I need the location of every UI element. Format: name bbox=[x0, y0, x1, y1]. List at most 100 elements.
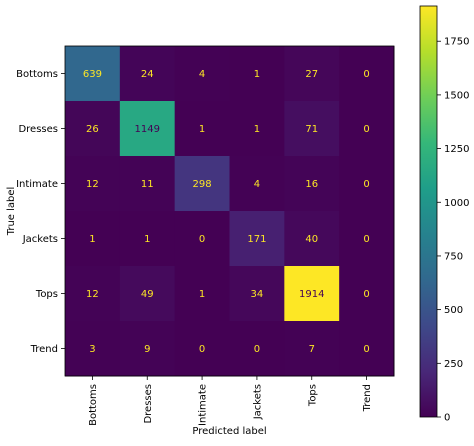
cell-value-label: 7 bbox=[309, 344, 315, 355]
heatmap-cell bbox=[339, 211, 395, 267]
y-tick-label: Jackets bbox=[22, 234, 58, 245]
cell-value-label: 4 bbox=[199, 69, 205, 80]
cell-value-label: 1 bbox=[89, 234, 95, 245]
heatmap-cell bbox=[65, 211, 121, 267]
heatmap-cell bbox=[229, 101, 285, 157]
y-tick-label: Bottoms bbox=[16, 69, 58, 80]
heatmap-cell bbox=[339, 101, 395, 157]
heatmap-cell bbox=[65, 321, 121, 377]
heatmap-cell bbox=[119, 46, 176, 102]
heatmap-cell bbox=[339, 156, 395, 212]
cell-value-label: 298 bbox=[193, 179, 212, 190]
cell-value-label: 1914 bbox=[299, 289, 324, 300]
heatmap-cell bbox=[339, 266, 395, 322]
cell-value-label: 4 bbox=[254, 179, 260, 190]
cell-value-label: 0 bbox=[363, 344, 369, 355]
y-axis-ticks: Bottoms Dresses Intimate Jackets Tops Trend bbox=[16, 69, 65, 355]
cell-value-label: 171 bbox=[247, 234, 266, 245]
cell-value-label: 26 bbox=[86, 124, 99, 135]
x-tick-label: Dresses bbox=[143, 384, 154, 424]
heatmap-cell bbox=[284, 321, 340, 377]
heatmap-cell bbox=[174, 321, 230, 377]
cell-value-label: 0 bbox=[199, 234, 205, 245]
cell-value-label: 3 bbox=[89, 344, 95, 355]
colorbar: 0 250 500 750 1000 1250 1500 1750 bbox=[419, 5, 469, 424]
heatmap-cell bbox=[119, 211, 176, 267]
heatmap-cell bbox=[339, 46, 395, 102]
cell-value-label: 0 bbox=[363, 69, 369, 80]
cell-value-label: 49 bbox=[141, 289, 154, 300]
y-tick-label: Dresses bbox=[18, 124, 58, 135]
heatmap-cell bbox=[119, 321, 176, 377]
heatmap-cell bbox=[284, 266, 340, 322]
cell-value-label: 9 bbox=[144, 344, 150, 355]
cell-value-label: 12 bbox=[86, 289, 99, 300]
cell-value-label: 12 bbox=[86, 179, 99, 190]
cell-value-label: 34 bbox=[251, 289, 264, 300]
heatmap-cell bbox=[174, 101, 230, 157]
heatmap-cell bbox=[229, 211, 285, 267]
colorbar-tick-label: 250 bbox=[444, 359, 463, 370]
heatmap-cells bbox=[65, 46, 395, 377]
x-tick-label: Intimate bbox=[198, 384, 209, 426]
colorbar-gradient bbox=[419, 5, 438, 418]
heatmap-cell bbox=[174, 211, 230, 267]
cell-value-label: 24 bbox=[141, 69, 154, 80]
cell-value-label: 1149 bbox=[135, 124, 160, 135]
colorbar-tick-label: 1750 bbox=[444, 37, 469, 48]
y-axis-label: True label bbox=[6, 187, 17, 237]
x-axis-ticks: Bottoms Dresses Intimate Jackets Tops Trend bbox=[88, 376, 373, 426]
heatmap-cell bbox=[174, 46, 230, 102]
cell-value-label: 11 bbox=[141, 179, 154, 190]
heatmap-cell bbox=[174, 156, 230, 212]
heatmap-cell bbox=[174, 266, 230, 322]
colorbar-tick-label: 1000 bbox=[444, 198, 469, 209]
colorbar-tick-label: 750 bbox=[444, 251, 463, 262]
x-tick-label: Trend bbox=[362, 384, 373, 412]
cell-value-label: 1 bbox=[254, 124, 260, 135]
cell-value-label: 71 bbox=[305, 124, 318, 135]
cell-value-label: 0 bbox=[363, 179, 369, 190]
heatmap-cell bbox=[284, 101, 340, 157]
colorbar-tick-label: 1500 bbox=[444, 90, 469, 101]
plot-frame bbox=[64, 45, 395, 377]
cell-value-label: 40 bbox=[305, 234, 318, 245]
heatmap-cell bbox=[284, 211, 340, 267]
heatmap-cell bbox=[284, 46, 340, 102]
heatmap-cell bbox=[119, 266, 176, 322]
cell-value-label: 1 bbox=[199, 124, 205, 135]
cell-value-label: 0 bbox=[363, 234, 369, 245]
heatmap-cell bbox=[65, 266, 121, 322]
cell-value-label: 639 bbox=[83, 69, 102, 80]
cell-value-label: 27 bbox=[305, 69, 318, 80]
colorbar-tick-label: 0 bbox=[444, 413, 450, 424]
x-tick-label: Tops bbox=[307, 384, 318, 407]
cell-value-label: 0 bbox=[254, 344, 260, 355]
cell-value-label: 0 bbox=[199, 344, 205, 355]
heatmap-cell bbox=[65, 46, 121, 102]
cell-value-label: 1 bbox=[199, 289, 205, 300]
x-tick-label: Jackets bbox=[252, 384, 263, 420]
x-tick-label: Bottoms bbox=[88, 384, 99, 426]
heatmap-cell bbox=[229, 46, 285, 102]
y-tick-label: Intimate bbox=[16, 179, 58, 190]
heatmap-cell bbox=[339, 321, 395, 377]
y-tick-label: Trend bbox=[30, 344, 58, 355]
colorbar-tick-label: 500 bbox=[444, 305, 463, 316]
heatmap-cell bbox=[229, 266, 285, 322]
cell-value-label: 0 bbox=[363, 124, 369, 135]
heatmap-cell bbox=[284, 156, 340, 212]
heatmap-cell bbox=[65, 101, 121, 157]
colorbar-tick-label: 1250 bbox=[444, 144, 469, 155]
heatmap-cell bbox=[119, 156, 176, 212]
cell-value-label: 1 bbox=[254, 69, 260, 80]
y-tick-label: Tops bbox=[35, 289, 58, 300]
heatmap-cell bbox=[229, 321, 285, 377]
cell-value-labels: 639 24 4 1 27 026 1149 1 1 71 012 11 298 4 16 01 1 0 171 40… bbox=[83, 69, 370, 355]
heatmap-cell bbox=[229, 156, 285, 212]
cell-value-label: 1 bbox=[144, 234, 150, 245]
heatmap-cell bbox=[65, 156, 121, 212]
x-axis-label: Predicted label bbox=[192, 426, 266, 437]
